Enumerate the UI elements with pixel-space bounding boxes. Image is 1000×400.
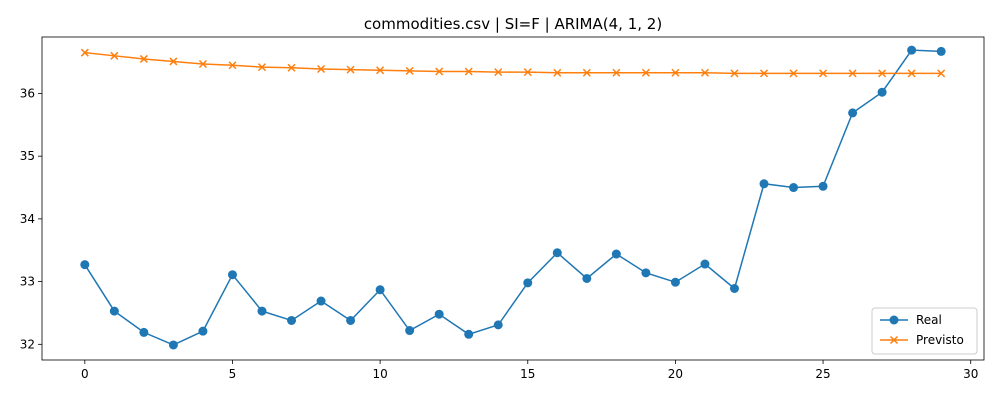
data-point — [789, 183, 799, 193]
y-tick-label: 32 — [20, 337, 35, 351]
series-previsto — [80, 48, 946, 78]
data-point — [700, 68, 709, 77]
data-point — [435, 67, 444, 76]
data-point — [169, 57, 178, 66]
data-point — [109, 306, 119, 316]
data-point — [907, 45, 917, 55]
data-point — [819, 69, 828, 78]
data-point — [287, 315, 297, 325]
legend: Real Previsto — [871, 307, 978, 355]
data-point — [316, 296, 326, 306]
data-point — [464, 329, 474, 339]
data-point — [641, 68, 650, 77]
chart-title: commodities.csv | SI=F | ARIMA(4, 1, 2) — [364, 15, 662, 33]
data-point — [80, 260, 90, 270]
plot-area — [80, 45, 946, 350]
series-line — [84, 49, 942, 346]
data-point — [139, 327, 149, 337]
data-point — [228, 61, 237, 70]
data-point — [907, 69, 916, 78]
data-point — [198, 59, 207, 68]
data-point — [405, 66, 414, 75]
y-axis: 32 33 34 35 36 — [20, 86, 42, 351]
legend-item-real: Real — [880, 313, 942, 327]
data-point — [729, 284, 739, 294]
data-point — [494, 68, 503, 77]
legend-marker — [889, 315, 899, 325]
data-point — [405, 326, 415, 336]
data-point — [936, 46, 946, 56]
legend-marker — [889, 335, 899, 345]
x-tick-label: 15 — [520, 367, 535, 381]
data-point — [759, 179, 769, 189]
x-axis: 0 5 10 15 20 25 30 — [81, 360, 978, 381]
data-point — [552, 248, 562, 258]
data-point — [523, 68, 532, 77]
data-point — [287, 63, 296, 72]
data-point — [671, 68, 680, 77]
data-point — [789, 69, 798, 78]
data-point — [376, 66, 385, 75]
data-point — [317, 64, 326, 74]
x-tick-label: 5 — [229, 367, 237, 381]
series-line — [84, 51, 942, 75]
series-real — [80, 45, 946, 350]
y-tick-label: 36 — [20, 86, 35, 100]
y-tick-label: 33 — [20, 275, 35, 289]
data-point — [346, 315, 356, 325]
x-tick-label: 20 — [668, 367, 683, 381]
y-tick-label: 35 — [20, 149, 35, 163]
data-point — [818, 181, 828, 191]
data-point — [553, 68, 562, 77]
data-point — [493, 320, 503, 330]
y-tick-label: 34 — [20, 212, 35, 226]
data-point — [877, 87, 887, 97]
data-point — [139, 54, 148, 63]
plot-frame — [41, 36, 985, 361]
data-point — [700, 259, 710, 269]
data-point — [80, 48, 89, 57]
data-point — [582, 68, 591, 77]
data-point — [110, 51, 119, 60]
data-point — [670, 277, 680, 287]
data-point — [612, 68, 621, 77]
data-point — [257, 306, 267, 316]
data-point — [730, 69, 739, 78]
data-point — [582, 273, 592, 283]
data-point — [611, 249, 621, 259]
x-tick-label: 0 — [81, 367, 89, 381]
data-point — [168, 340, 178, 350]
data-point — [257, 63, 267, 72]
data-point — [759, 69, 769, 78]
data-point — [227, 270, 237, 280]
data-point — [641, 268, 651, 278]
legend-label: Real — [916, 313, 942, 327]
legend-item-previsto: Previsto — [880, 333, 964, 347]
data-point — [848, 108, 858, 118]
x-tick-label: 10 — [372, 367, 387, 381]
legend-label: Previsto — [916, 333, 964, 347]
data-point — [198, 326, 208, 336]
data-point — [464, 67, 473, 76]
data-point — [523, 278, 533, 288]
data-point — [434, 309, 444, 319]
data-point — [375, 285, 385, 295]
data-point — [937, 69, 946, 78]
data-point — [878, 69, 887, 78]
data-point — [848, 69, 857, 78]
x-tick-label: 25 — [815, 367, 830, 381]
data-point — [346, 65, 355, 74]
x-tick-label: 30 — [963, 367, 978, 381]
